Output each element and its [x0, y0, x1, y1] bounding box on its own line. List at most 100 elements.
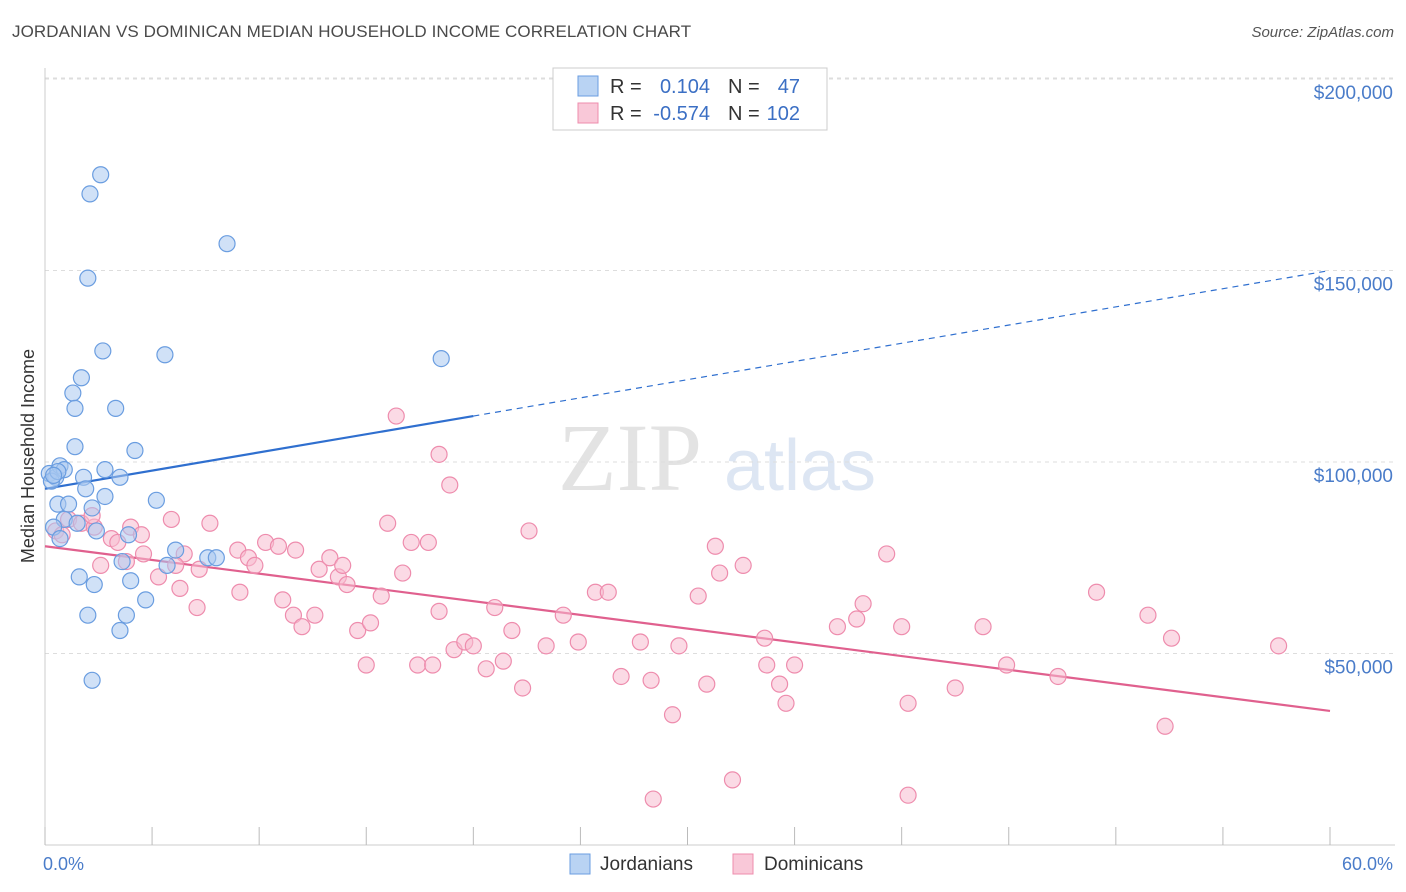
point-dominican [946, 679, 964, 697]
point-dominican [321, 549, 339, 567]
point-dominican [698, 675, 716, 693]
point-dominican [537, 637, 555, 655]
trend-line-jordanians-extension [473, 269, 1331, 417]
point-jordanian [111, 621, 129, 640]
legend-n-label-2: N = [728, 103, 760, 125]
point-jordanian [64, 384, 82, 402]
point-jordanian [70, 568, 88, 586]
point-dominican [854, 595, 872, 613]
legend-n-label-1: N = [728, 76, 760, 98]
point-dominican [464, 637, 482, 655]
y-tick-label: $50,000 [1324, 658, 1393, 679]
point-jordanian [85, 575, 103, 594]
point-jordanian [119, 526, 138, 544]
legend-r-label-2: R = [610, 103, 642, 125]
point-jordanian [107, 399, 125, 417]
point-dominican [520, 522, 538, 540]
point-dominican [612, 667, 630, 686]
point-dominican [785, 656, 804, 674]
point-jordanian [126, 441, 144, 460]
bottom-legend-swatch-jordanians [569, 853, 591, 875]
point-jordanian [156, 346, 174, 364]
y-tick-label: $200,000 [1314, 83, 1393, 104]
legend-swatch-jordanians [577, 75, 599, 97]
point-dominican [770, 675, 789, 693]
point-dominican [306, 606, 324, 624]
point-dominican [338, 575, 356, 594]
point-jordanian [51, 529, 69, 548]
point-jordanian [167, 541, 185, 559]
point-jordanian [113, 552, 131, 571]
x-tick-label: 60.0% [1342, 854, 1393, 874]
point-dominican [1156, 717, 1174, 735]
legend-box: R = 0.104 N = 47 R = -0.574 N = 102 [552, 67, 828, 131]
point-dominican [246, 556, 264, 575]
x-tick-label: 0.0% [43, 854, 84, 874]
point-jordanian [94, 342, 112, 360]
point-dominican [394, 564, 412, 582]
point-jordanian [59, 495, 78, 513]
tick-labels: $50,000 $100,000 $150,000 $200,000 0.0% 60.0% [43, 83, 1393, 874]
point-dominican [689, 587, 707, 605]
point-jordanian [79, 606, 97, 624]
point-dominican [269, 537, 288, 555]
legend-n-value-1: 47 [778, 76, 800, 98]
point-dominican [1087, 583, 1106, 601]
point-dominican [494, 652, 512, 670]
point-dominican [349, 621, 367, 640]
point-dominican [554, 606, 572, 624]
point-dominican [190, 560, 208, 578]
point-jordanian [207, 549, 225, 567]
point-dominican [310, 560, 328, 578]
point-jordanian [137, 591, 155, 609]
point-dominican [1269, 637, 1288, 655]
point-dominican [663, 706, 682, 724]
point-dominican [284, 606, 303, 624]
point-dominican [372, 587, 390, 605]
trend-line-jordanians [44, 414, 474, 490]
point-dominican [334, 556, 352, 575]
point-jordanian [79, 269, 97, 287]
trend-line-dominicans [44, 545, 1331, 713]
bottom-legend: Jordanians Dominicans [569, 853, 863, 875]
point-jordanian [81, 185, 99, 203]
point-dominican [755, 629, 774, 647]
point-dominican [848, 610, 866, 628]
point-jordanian [111, 468, 129, 486]
point-dominican [361, 614, 380, 632]
point-dominican [1162, 629, 1181, 647]
point-jordanian [68, 514, 86, 532]
point-dominican [477, 660, 495, 678]
point-dominican [723, 771, 742, 789]
bottom-legend-label-dominicans: Dominicans [764, 854, 863, 875]
bottom-legend-swatch-dominicans [732, 853, 754, 875]
y-axis-label: Median Household Income [18, 349, 38, 563]
point-dominican [430, 602, 448, 620]
point-jordanian [117, 606, 135, 624]
point-dominican [402, 533, 420, 552]
legend-r-label-1: R = [610, 76, 642, 98]
point-dominican [777, 694, 795, 712]
point-dominican [201, 514, 219, 532]
point-jordanian [96, 461, 114, 479]
point-dominican [828, 618, 847, 636]
point-dominican [513, 679, 532, 697]
chart-title: JORDANIAN VS DOMINICAN MEDIAN HOUSEHOLD … [12, 22, 692, 41]
point-jordanian [77, 480, 95, 498]
point-dominican [162, 510, 180, 529]
point-dominican [899, 694, 917, 712]
legend-n-value-2: 102 [767, 103, 800, 125]
point-dominican [631, 633, 649, 651]
point-dominican [134, 545, 153, 563]
y-tick-label: $100,000 [1314, 466, 1393, 487]
point-dominican [286, 541, 305, 559]
point-jordanian [432, 349, 450, 368]
point-jordanian [72, 369, 91, 387]
point-dominican [758, 656, 776, 674]
point-dominican [644, 790, 662, 808]
point-dominican [357, 656, 375, 674]
point-jordanian [158, 556, 176, 575]
point-jordanian [96, 487, 114, 506]
point-dominican [430, 445, 448, 463]
